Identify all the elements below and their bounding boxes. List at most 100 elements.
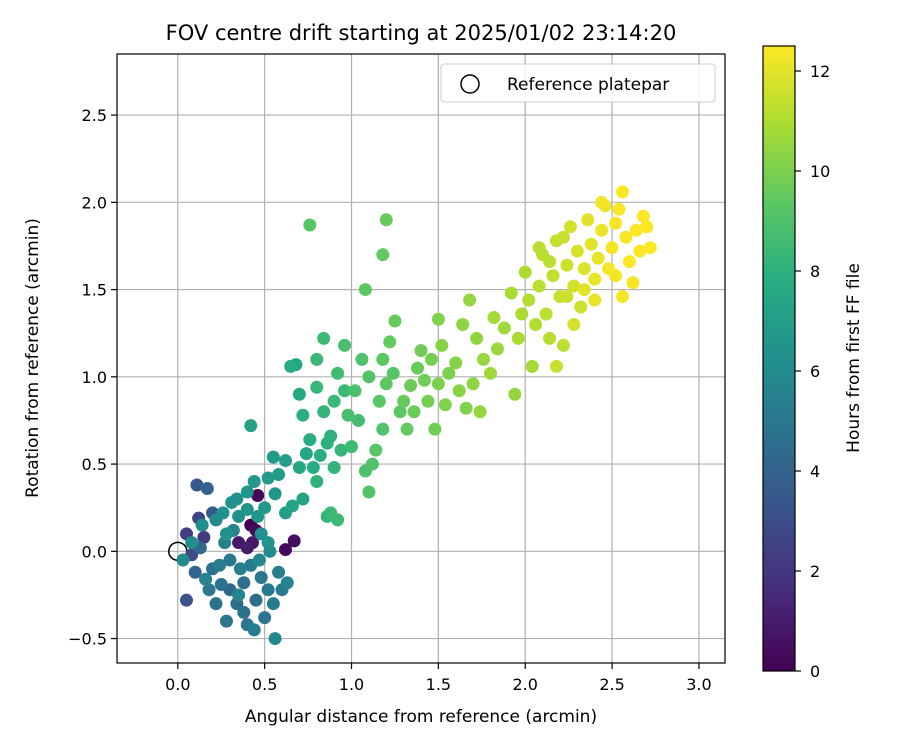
data-point <box>518 265 532 279</box>
x-tick-label: 1.5 <box>426 675 451 694</box>
data-point <box>219 614 233 628</box>
data-point <box>327 461 341 475</box>
data-point <box>376 422 390 436</box>
data-point <box>310 380 324 394</box>
data-point <box>251 488 265 502</box>
legend-label: Reference platepar <box>507 75 669 95</box>
data-point <box>188 565 202 579</box>
data-point <box>358 283 372 297</box>
colorbar: 0 2 4 6 8 10 12 Hours from first FF file <box>762 45 864 681</box>
data-point <box>292 387 306 401</box>
data-point <box>556 338 570 352</box>
data-point <box>591 251 605 265</box>
data-point <box>379 377 393 391</box>
data-point <box>303 433 317 447</box>
data-point <box>539 307 553 321</box>
data-point <box>272 565 286 579</box>
data-point <box>497 321 511 335</box>
data-point <box>490 342 504 356</box>
data-point <box>629 223 643 237</box>
data-point <box>529 317 543 331</box>
data-point <box>616 290 630 304</box>
data-point <box>414 344 428 358</box>
data-point <box>508 387 522 401</box>
data-point <box>209 597 223 611</box>
grid <box>117 54 725 663</box>
data-point <box>546 269 560 283</box>
data-point <box>532 241 546 255</box>
data-point <box>254 527 268 541</box>
y-tick-label: −0.5 <box>68 630 107 649</box>
data-point <box>431 377 445 391</box>
data-point <box>348 384 362 398</box>
y-tick-label: 1.5 <box>82 281 107 300</box>
data-point <box>266 450 280 464</box>
data-point <box>577 262 591 276</box>
y-axis-ticks: −0.5 0.0 0.5 1.0 1.5 2.0 2.5 <box>68 106 117 649</box>
data-point <box>232 509 246 523</box>
data-point <box>466 377 480 391</box>
x-tick-label: 0.5 <box>252 675 277 694</box>
y-tick-label: 0.5 <box>82 455 107 474</box>
data-point <box>251 509 265 523</box>
data-point <box>636 209 650 223</box>
data-point <box>225 495 239 509</box>
data-point <box>525 359 539 373</box>
data-points <box>168 185 657 646</box>
legend-marker-open-circle <box>460 74 480 94</box>
data-point <box>543 255 557 269</box>
data-point <box>362 370 376 384</box>
data-point <box>244 419 258 433</box>
data-point <box>197 530 211 544</box>
colorbar-ticks: 0 2 4 6 8 10 12 <box>795 62 830 681</box>
data-point <box>424 352 438 366</box>
data-point <box>214 577 228 591</box>
y-tick-label: 0.0 <box>82 542 107 561</box>
colorbar-label: Hours from first FF file <box>844 263 864 453</box>
data-point <box>258 611 272 625</box>
data-point <box>341 408 355 422</box>
colorbar-tick-label: 6 <box>810 362 820 381</box>
data-point <box>563 220 577 234</box>
data-point <box>515 307 529 321</box>
data-point <box>240 485 254 499</box>
data-point <box>369 443 383 457</box>
data-point <box>431 312 445 326</box>
data-point <box>421 394 435 408</box>
data-point <box>560 290 574 304</box>
data-point <box>595 223 609 237</box>
data-point <box>324 429 338 443</box>
data-point <box>279 454 293 468</box>
colorbar-tick-label: 12 <box>810 62 830 81</box>
data-point <box>411 361 425 375</box>
data-point <box>306 461 320 475</box>
data-point <box>296 408 310 422</box>
colorbar-tick-label: 4 <box>810 462 820 481</box>
data-point <box>219 527 233 541</box>
data-point <box>252 553 266 567</box>
data-point <box>261 471 275 485</box>
data-point <box>280 576 294 590</box>
data-point <box>372 394 386 408</box>
colorbar-gradient <box>762 45 796 672</box>
data-point <box>310 352 324 366</box>
data-point <box>338 384 352 398</box>
data-point <box>463 293 477 307</box>
colorbar-tick-label: 2 <box>810 562 820 581</box>
data-point <box>247 623 261 637</box>
data-point <box>327 394 341 408</box>
data-point <box>284 359 298 373</box>
data-point <box>588 293 602 307</box>
y-axis-label: Rotation from reference (arcmin) <box>23 218 43 498</box>
data-point <box>237 576 251 590</box>
data-point <box>233 562 247 576</box>
data-point <box>449 356 463 370</box>
data-point <box>470 331 484 345</box>
data-point <box>522 293 536 307</box>
data-point <box>355 352 369 366</box>
data-point <box>268 487 282 501</box>
chart-title: FOV centre drift starting at 2025/01/02 … <box>166 21 677 45</box>
data-point <box>456 317 470 331</box>
data-point <box>303 218 317 232</box>
colorbar-tick-label: 0 <box>810 662 820 681</box>
